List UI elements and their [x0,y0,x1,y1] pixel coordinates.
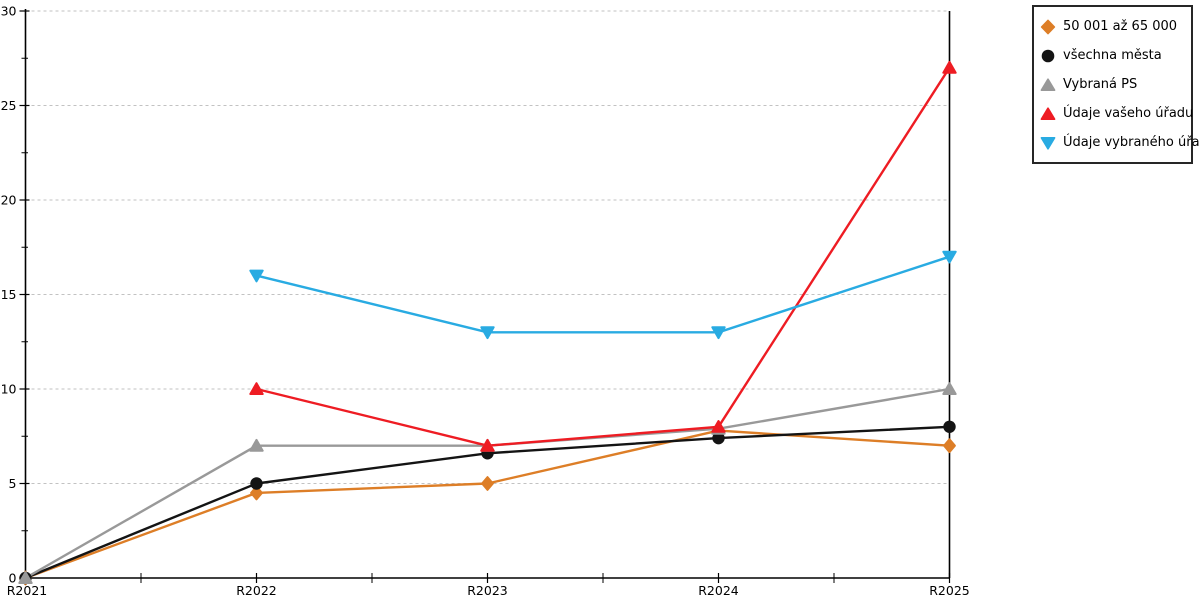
data-point-s0-R2025 [943,438,956,454]
y-tick-label-0: 0 [9,571,17,586]
data-point-s4-R2022 [249,269,264,283]
legend-item-label: všechna města [1063,47,1162,63]
legend-marker-shape [1040,77,1056,91]
data-point-s1-R2025 [943,420,956,433]
x-tick-label-R2022: R2022 [236,583,277,598]
y-tick-label-25: 25 [1,98,17,113]
data-point-s1-R2024 [712,431,725,445]
y-tick-label-10: 10 [1,382,17,397]
legend-item-label: Údaje vašeho úřadu [1063,105,1194,121]
y-tick-label-30: 30 [1,4,17,19]
legend-item-label: Údaje vybraného úřadu [1063,134,1200,150]
data-point-s1-R2022 [250,477,263,490]
legend-item-2[interactable]: Vybraná PS [1040,70,1185,99]
chart-legend: 50 001 až 65 000 všechna města Vybraná PS Ú… [1032,5,1200,164]
x-tick-label-R2021: R2021 [7,583,48,598]
triangle-up-icon [1040,77,1056,91]
triangle-up-icon [1040,106,1056,120]
diamond-icon [1040,19,1056,34]
legend-item-4[interactable]: Údaje vybraného úřadu [1040,128,1200,157]
x-tick-label-R2025: R2025 [929,583,970,598]
y-tick-label-5: 5 [9,476,17,491]
legend-item-1[interactable]: všechna města [1040,41,1185,70]
data-point-s4-R2024 [711,326,726,340]
circle-icon [1041,49,1055,62]
legend-marker-shape [1040,136,1056,150]
data-point-s3-R2025 [942,60,957,74]
data-point-s4-R2025 [942,250,957,264]
data-point-s4-R2023 [480,326,495,340]
legend-item-0[interactable]: 50 001 až 65 000 [1040,12,1185,41]
legend-marker-shape [1040,19,1056,34]
data-point-s2-R2022 [249,438,264,452]
y-tick-label-15: 15 [1,287,17,302]
legend-item-label: 50 001 až 65 000 [1063,18,1178,34]
legend-item-3[interactable]: Údaje vašeho úřadu [1040,99,1193,128]
data-point-s3-R2023 [480,438,495,452]
data-point-s2-R2025 [942,382,957,395]
x-tick-label-R2023: R2023 [467,583,508,598]
x-tick-label-R2024: R2024 [698,583,739,598]
triangle-down-icon [1040,136,1056,150]
y-tick-label-20: 20 [1,193,17,208]
series-line-3 [255,66,951,447]
legend-item-label: Vybraná PS [1063,76,1138,92]
legend-marker-shape [1040,106,1056,120]
data-point-s2-R2021 [18,571,33,584]
series-line-4 [255,255,951,334]
legend-marker-shape [1041,49,1055,62]
data-point-s0-R2022 [250,485,263,501]
data-point-s3-R2024 [711,420,726,433]
data-point-s0-R2023 [481,476,494,491]
data-point-s3-R2022 [249,382,264,395]
